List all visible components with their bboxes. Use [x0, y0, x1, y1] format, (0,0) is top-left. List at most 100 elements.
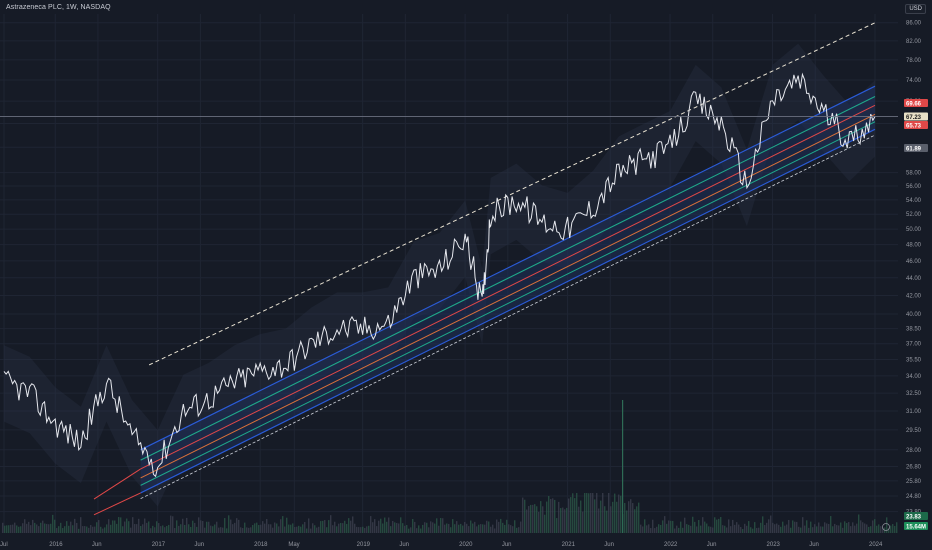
volume-bar: [402, 523, 404, 533]
volume-bar: [462, 525, 464, 533]
volume-bar: [832, 526, 834, 533]
volume-bar: [688, 524, 690, 533]
volume-bar: [274, 522, 276, 533]
volume-bar: [774, 524, 776, 533]
channel-line: [140, 128, 876, 494]
y-tick-label: 24.80: [906, 494, 922, 500]
volume-bar: [182, 518, 184, 533]
volume-bar: [516, 527, 518, 533]
volume-bar: [134, 524, 136, 533]
volume-bar: [696, 526, 698, 533]
volume-bar: [776, 523, 778, 533]
extension-line: [93, 492, 141, 516]
volume-bar: [230, 519, 232, 533]
upper-trendline: [148, 22, 876, 366]
volume-bar: [330, 515, 332, 533]
volume-bar: [686, 524, 688, 533]
y-tick-label: 54.00: [906, 198, 922, 204]
volume-bar: [570, 497, 572, 533]
x-tick-label: Jun: [809, 542, 819, 548]
volume-bar: [286, 517, 288, 533]
y-tick-label: 48.00: [906, 243, 922, 249]
volume-bar: [440, 517, 442, 533]
volume-bar: [550, 498, 552, 533]
volume-bar: [218, 527, 220, 533]
volume-bar: [76, 522, 78, 533]
volume-bar: [472, 523, 474, 533]
volume-bar: [768, 519, 770, 533]
volume-bar: [630, 499, 632, 533]
channel-line: [140, 113, 876, 479]
volume-bar: [406, 525, 408, 533]
volume-bar: [842, 527, 844, 533]
volume-bar: [250, 527, 252, 533]
volume-bar: [770, 515, 772, 533]
x-tick-label: 2021: [562, 542, 576, 548]
volume-bar: [338, 523, 340, 533]
volume-bar: [346, 523, 348, 533]
volume-bar: [720, 517, 722, 533]
volume-bar: [426, 522, 428, 533]
volume-bar: [144, 518, 146, 533]
volume-bar: [58, 526, 60, 533]
volume-bar: [578, 506, 580, 533]
auto-scale-icon: [882, 523, 890, 531]
channel-line: [140, 104, 876, 470]
volume-spike: [622, 400, 624, 533]
volume-bar: [132, 517, 134, 533]
volume-bar: [878, 524, 880, 533]
volume-bar: [102, 528, 104, 533]
channel-line: [140, 95, 876, 461]
volume-bar: [814, 524, 816, 533]
volume-bar: [396, 523, 398, 533]
volume-bar: [410, 527, 412, 533]
x-tick-label: Jun: [707, 542, 717, 548]
volume-bar: [788, 519, 790, 533]
volume-bar: [838, 525, 840, 533]
volume-bar: [444, 524, 446, 533]
price-badge-label: 61.89: [906, 146, 922, 152]
volume-bar: [352, 516, 354, 533]
volume-bar: [266, 518, 268, 533]
price-series: [3, 72, 876, 478]
volume-bar: [594, 499, 596, 533]
volume-bar: [624, 502, 626, 533]
volume-bar: [854, 525, 856, 533]
volume-bar: [122, 526, 124, 533]
volume-bar: [820, 526, 822, 533]
volume-bar: [104, 527, 106, 533]
volume-bar: [522, 497, 524, 533]
volume-bar: [576, 493, 578, 533]
price-badge-label: 65.73: [906, 124, 922, 130]
volume-bar: [270, 524, 272, 533]
volume-bar: [428, 527, 430, 533]
volume-bar: [56, 528, 58, 533]
volume-bar: [690, 525, 692, 533]
volume-bar: [10, 524, 12, 533]
volume-bar: [432, 522, 434, 533]
volume-bar: [538, 511, 540, 533]
volume-bar: [222, 527, 224, 533]
volume-bar: [830, 516, 832, 533]
x-tick-label: 2017: [152, 542, 166, 548]
price-badge-label: 15.64M: [906, 525, 926, 531]
volume-bar: [716, 519, 718, 533]
y-tick-label: 42.00: [906, 293, 922, 299]
volume-bar: [742, 529, 744, 533]
volume-bar: [138, 518, 140, 533]
volume-bar: [196, 526, 198, 533]
volume-bar: [760, 522, 762, 533]
x-axis: Jul 2016 Jun 2017 Jun 2018 May 2019 Jun 2020 Jun 20…: [0, 542, 883, 548]
volume-bar: [82, 526, 84, 533]
currency-selector[interactable]: USD: [905, 4, 926, 14]
volume-bar: [818, 522, 820, 533]
volume-bar: [492, 524, 494, 533]
volume-bar: [112, 520, 114, 533]
volume-bar: [332, 525, 334, 533]
volume-bar: [184, 524, 186, 533]
volume-bar: [278, 526, 280, 533]
volume-bar: [304, 521, 306, 533]
volume-bar: [214, 524, 216, 533]
y-tick-label: 35.50: [906, 357, 922, 363]
